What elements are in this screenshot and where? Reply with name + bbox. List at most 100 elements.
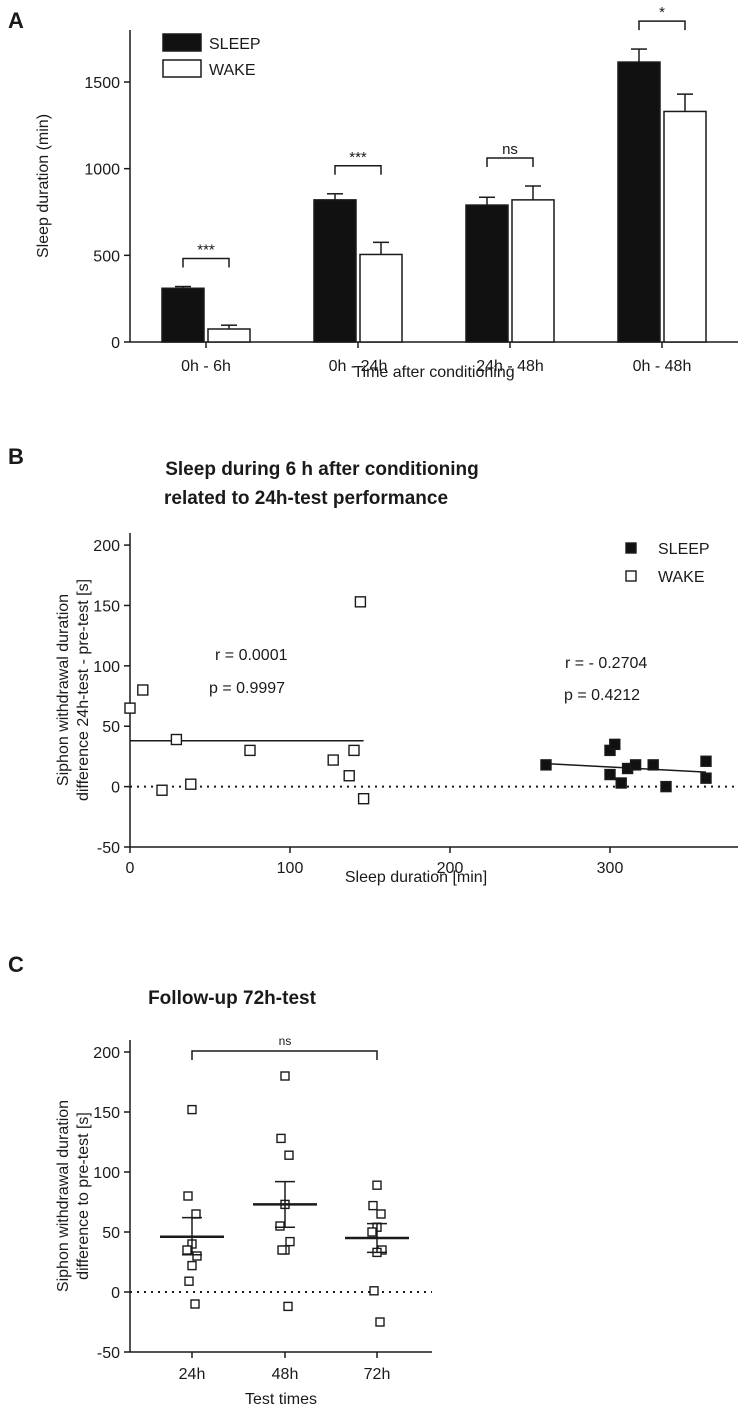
panel-b-point-sleep [700, 755, 712, 767]
panel-b-x-axis-label: Sleep duration [min] [345, 869, 487, 886]
panel-b-point-sleep [647, 759, 659, 771]
panel-c-point [376, 1209, 386, 1219]
panel-label-c: C [8, 952, 24, 977]
panel-label-b: B [8, 444, 24, 469]
panel-label-a: A [8, 8, 24, 33]
panel-c-x-axis-label: Test times [245, 1391, 317, 1408]
panel-b-point-sleep [609, 738, 621, 751]
panel-a-x-tick-label: 0h - 6h [181, 358, 231, 375]
panel-a-significance-label: *** [349, 149, 367, 166]
panel-c-point [183, 1191, 193, 1201]
panel-a-legend-swatch-wake [162, 59, 202, 78]
panel-b-x-tick-label: 300 [597, 860, 624, 877]
panel-c-point [184, 1276, 194, 1286]
panel-a-significance-bracket [182, 257, 230, 268]
panel-b-y-tick-label: 0 [111, 780, 120, 797]
panel-a-bar-wake [511, 199, 555, 343]
panel-b-point-wake [244, 744, 256, 757]
panel-a-y-tick-label: 1500 [84, 75, 120, 92]
panel-b-point-sleep [629, 759, 642, 771]
panel-b-legend-label-sleep: SLEEP [658, 541, 710, 558]
panel-b-point-wake [124, 702, 136, 714]
panel-c-y-tick-label: 50 [102, 1225, 120, 1242]
panel-b-point-wake [357, 792, 370, 805]
panel-b-title-line-1: Sleep during 6 h after conditioning [165, 459, 479, 480]
panel-a-bar-wake [207, 328, 251, 343]
panel-c-point [276, 1133, 286, 1144]
panel-a-bar-sleep [465, 204, 509, 343]
panel-c-point [283, 1301, 293, 1312]
panel-b-y-tick-label: -50 [97, 840, 120, 857]
panel-c-point [192, 1251, 202, 1261]
panel-c-point [375, 1317, 385, 1327]
panel-a-significance-label: * [659, 4, 665, 21]
panel-c-y-axis-label-line-1: Siphon withdrawal duration [55, 1100, 72, 1292]
panel-a-significance-bracket [486, 157, 534, 167]
panel-a-bar-sleep [161, 287, 205, 343]
panel-c-point [372, 1180, 382, 1190]
panel-c-y-tick-label: -50 [97, 1345, 120, 1362]
panel-b-x-tick-label: 200 [437, 860, 464, 877]
panel-c-y-tick-label: 200 [93, 1045, 120, 1062]
panel-b-x-tick-label: 0 [126, 860, 135, 877]
panel-a-significance-bracket [334, 165, 382, 175]
panel-c-x-tick-label: 24h [179, 1366, 206, 1383]
panel-c-y-tick-label: 150 [93, 1105, 120, 1122]
panel-c-point [284, 1150, 294, 1160]
panel-b-sleep-p-label: p = 0.4212 [564, 687, 640, 704]
panel-c-significance-bracket [191, 1050, 378, 1060]
panel-c-point [182, 1245, 192, 1255]
panel-c-point [275, 1221, 285, 1231]
panel-c-point [280, 1071, 290, 1081]
panel-c-point [190, 1299, 200, 1309]
panel-a-y-tick-label: 500 [93, 248, 120, 265]
panel-a-x-axis-label: Time after conditioning [353, 364, 514, 381]
panel-b-point-wake [156, 784, 168, 796]
panel-b-point-sleep [700, 772, 712, 784]
panel-c-point [369, 1286, 379, 1296]
panel-b-x-tick-label: 100 [277, 860, 304, 877]
panel-a-bar-wake [663, 110, 707, 343]
panel-c-y-tick-label: 100 [93, 1165, 120, 1182]
panel-a-legend-label-sleep: SLEEP [209, 36, 261, 53]
panel-b-wake-p-label: p = 0.9997 [209, 680, 285, 697]
panel-c-point [367, 1227, 377, 1237]
panel-a-bar-wake [359, 253, 403, 343]
panel-b-legend-marker-sleep [625, 542, 637, 554]
panel-b-legend-marker-wake [625, 570, 637, 582]
panel-a-y-tick-label: 1000 [84, 162, 120, 179]
panel-b-point-sleep [604, 768, 616, 781]
panel-c-title: Follow-up 72h-test [148, 988, 317, 1009]
panel-b-y-axis-label-line-2: difference 24h-test - pre-test [s] [75, 579, 92, 801]
panel-b-point-wake [327, 754, 339, 766]
panel-b-point-wake [170, 733, 183, 746]
panel-b-point-wake [354, 596, 367, 608]
panel-b-point-sleep [660, 780, 672, 793]
panel-b-point-wake [137, 684, 149, 696]
panel-c-y-tick-label: 0 [111, 1285, 120, 1302]
panel-c-x-tick-label: 72h [364, 1366, 391, 1383]
panel-a-x-tick-label: 24h - 48h [476, 358, 544, 375]
panel-a-bar-sleep [617, 61, 661, 343]
panel-b-y-tick-label: 50 [102, 719, 120, 736]
panel-a-significance-label: ns [502, 141, 518, 158]
panel-a-bar-sleep [313, 199, 357, 343]
panel-b-wake-r-label: r = 0.0001 [215, 647, 288, 664]
panel-a-y-axis-label: Sleep duration (min) [35, 114, 52, 258]
panel-a-significance-bracket [638, 20, 686, 31]
panel-b-point-wake [185, 778, 197, 790]
panel-c-y-axis-label-line-2: difference to pre-test [s] [75, 1112, 92, 1280]
panel-b-y-tick-label: 150 [93, 598, 120, 615]
panel-c-point [187, 1104, 197, 1115]
panel-b-sleep-r-label: r = - 0.2704 [565, 655, 647, 672]
panel-c-point [368, 1200, 378, 1211]
panel-c-point [187, 1260, 197, 1271]
panel-c-point [191, 1209, 201, 1219]
panel-b-title-line-2: related to 24h-test performance [164, 488, 448, 509]
panel-b-point-sleep [540, 759, 552, 771]
panel-c-significance-label: ns [279, 1034, 292, 1048]
panel-a-x-tick-label: 0h - 48h [633, 358, 692, 375]
panel-b-y-axis-label-line-1: Siphon withdrawal duration [55, 594, 72, 786]
panel-a-legend-label-wake: WAKE [209, 62, 256, 79]
